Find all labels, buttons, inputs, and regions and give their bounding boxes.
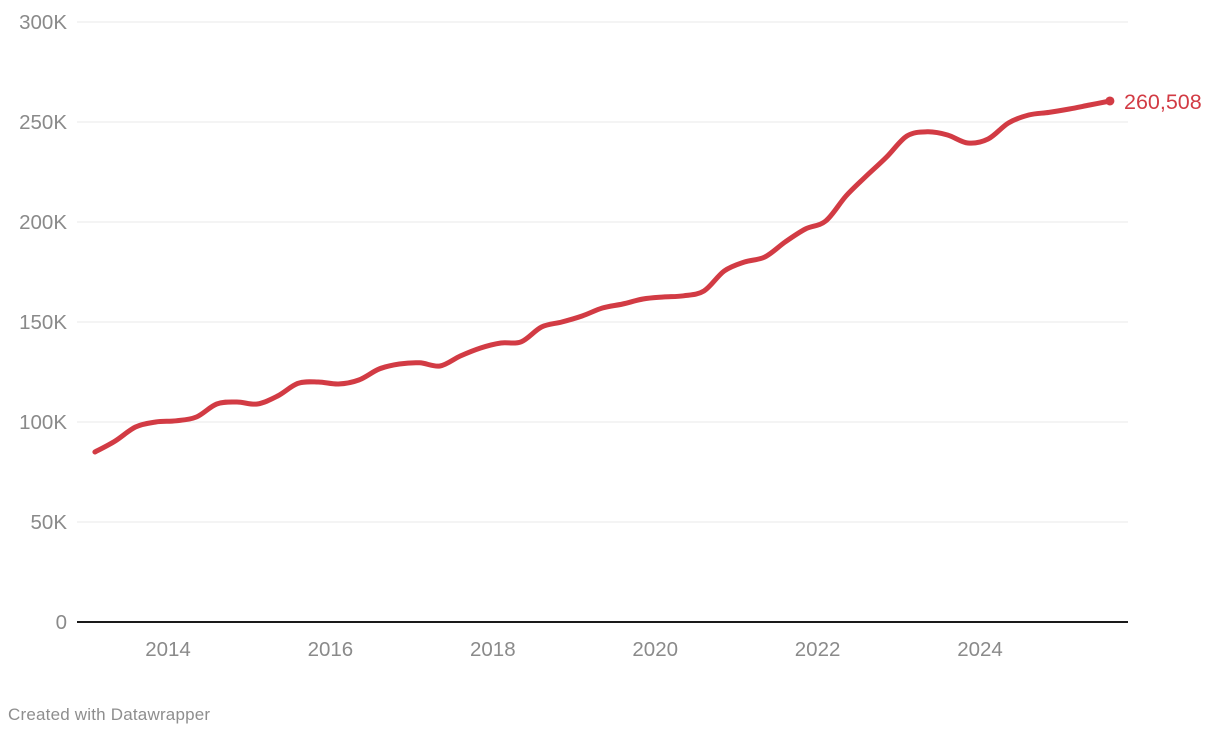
x-axis-labels: 2014 2016 2018 2020 2022 2024 — [145, 638, 1003, 661]
y-tick-label: 50K — [31, 511, 68, 534]
y-tick-label: 300K — [19, 11, 67, 34]
x-tick-label: 2014 — [145, 638, 191, 661]
x-tick-label: 2020 — [632, 638, 678, 661]
gridlines — [77, 21, 1128, 623]
y-tick-label: 150K — [19, 311, 67, 334]
end-point-dot — [1105, 96, 1115, 106]
y-tick-label: 0 — [56, 611, 67, 634]
data-line — [92, 98, 1113, 455]
chart-canvas: 0 50K 100K 150K 200K 250K 300K 2014 2016 2018 202… — [19, 11, 1202, 661]
y-tick-label: 100K — [19, 411, 67, 434]
x-tick-label: 2016 — [308, 638, 354, 661]
y-axis-labels: 0 50K 100K 150K 200K 250K 300K — [19, 11, 67, 634]
end-value-label: 260,508 — [1124, 90, 1202, 114]
x-tick-label: 2022 — [795, 638, 841, 661]
datawrapper-credit[interactable]: Created with Datawrapper — [8, 705, 211, 724]
x-tick-label: 2024 — [957, 638, 1003, 661]
y-tick-label: 250K — [19, 111, 67, 134]
y-tick-label: 200K — [19, 211, 67, 234]
x-tick-label: 2018 — [470, 638, 516, 661]
